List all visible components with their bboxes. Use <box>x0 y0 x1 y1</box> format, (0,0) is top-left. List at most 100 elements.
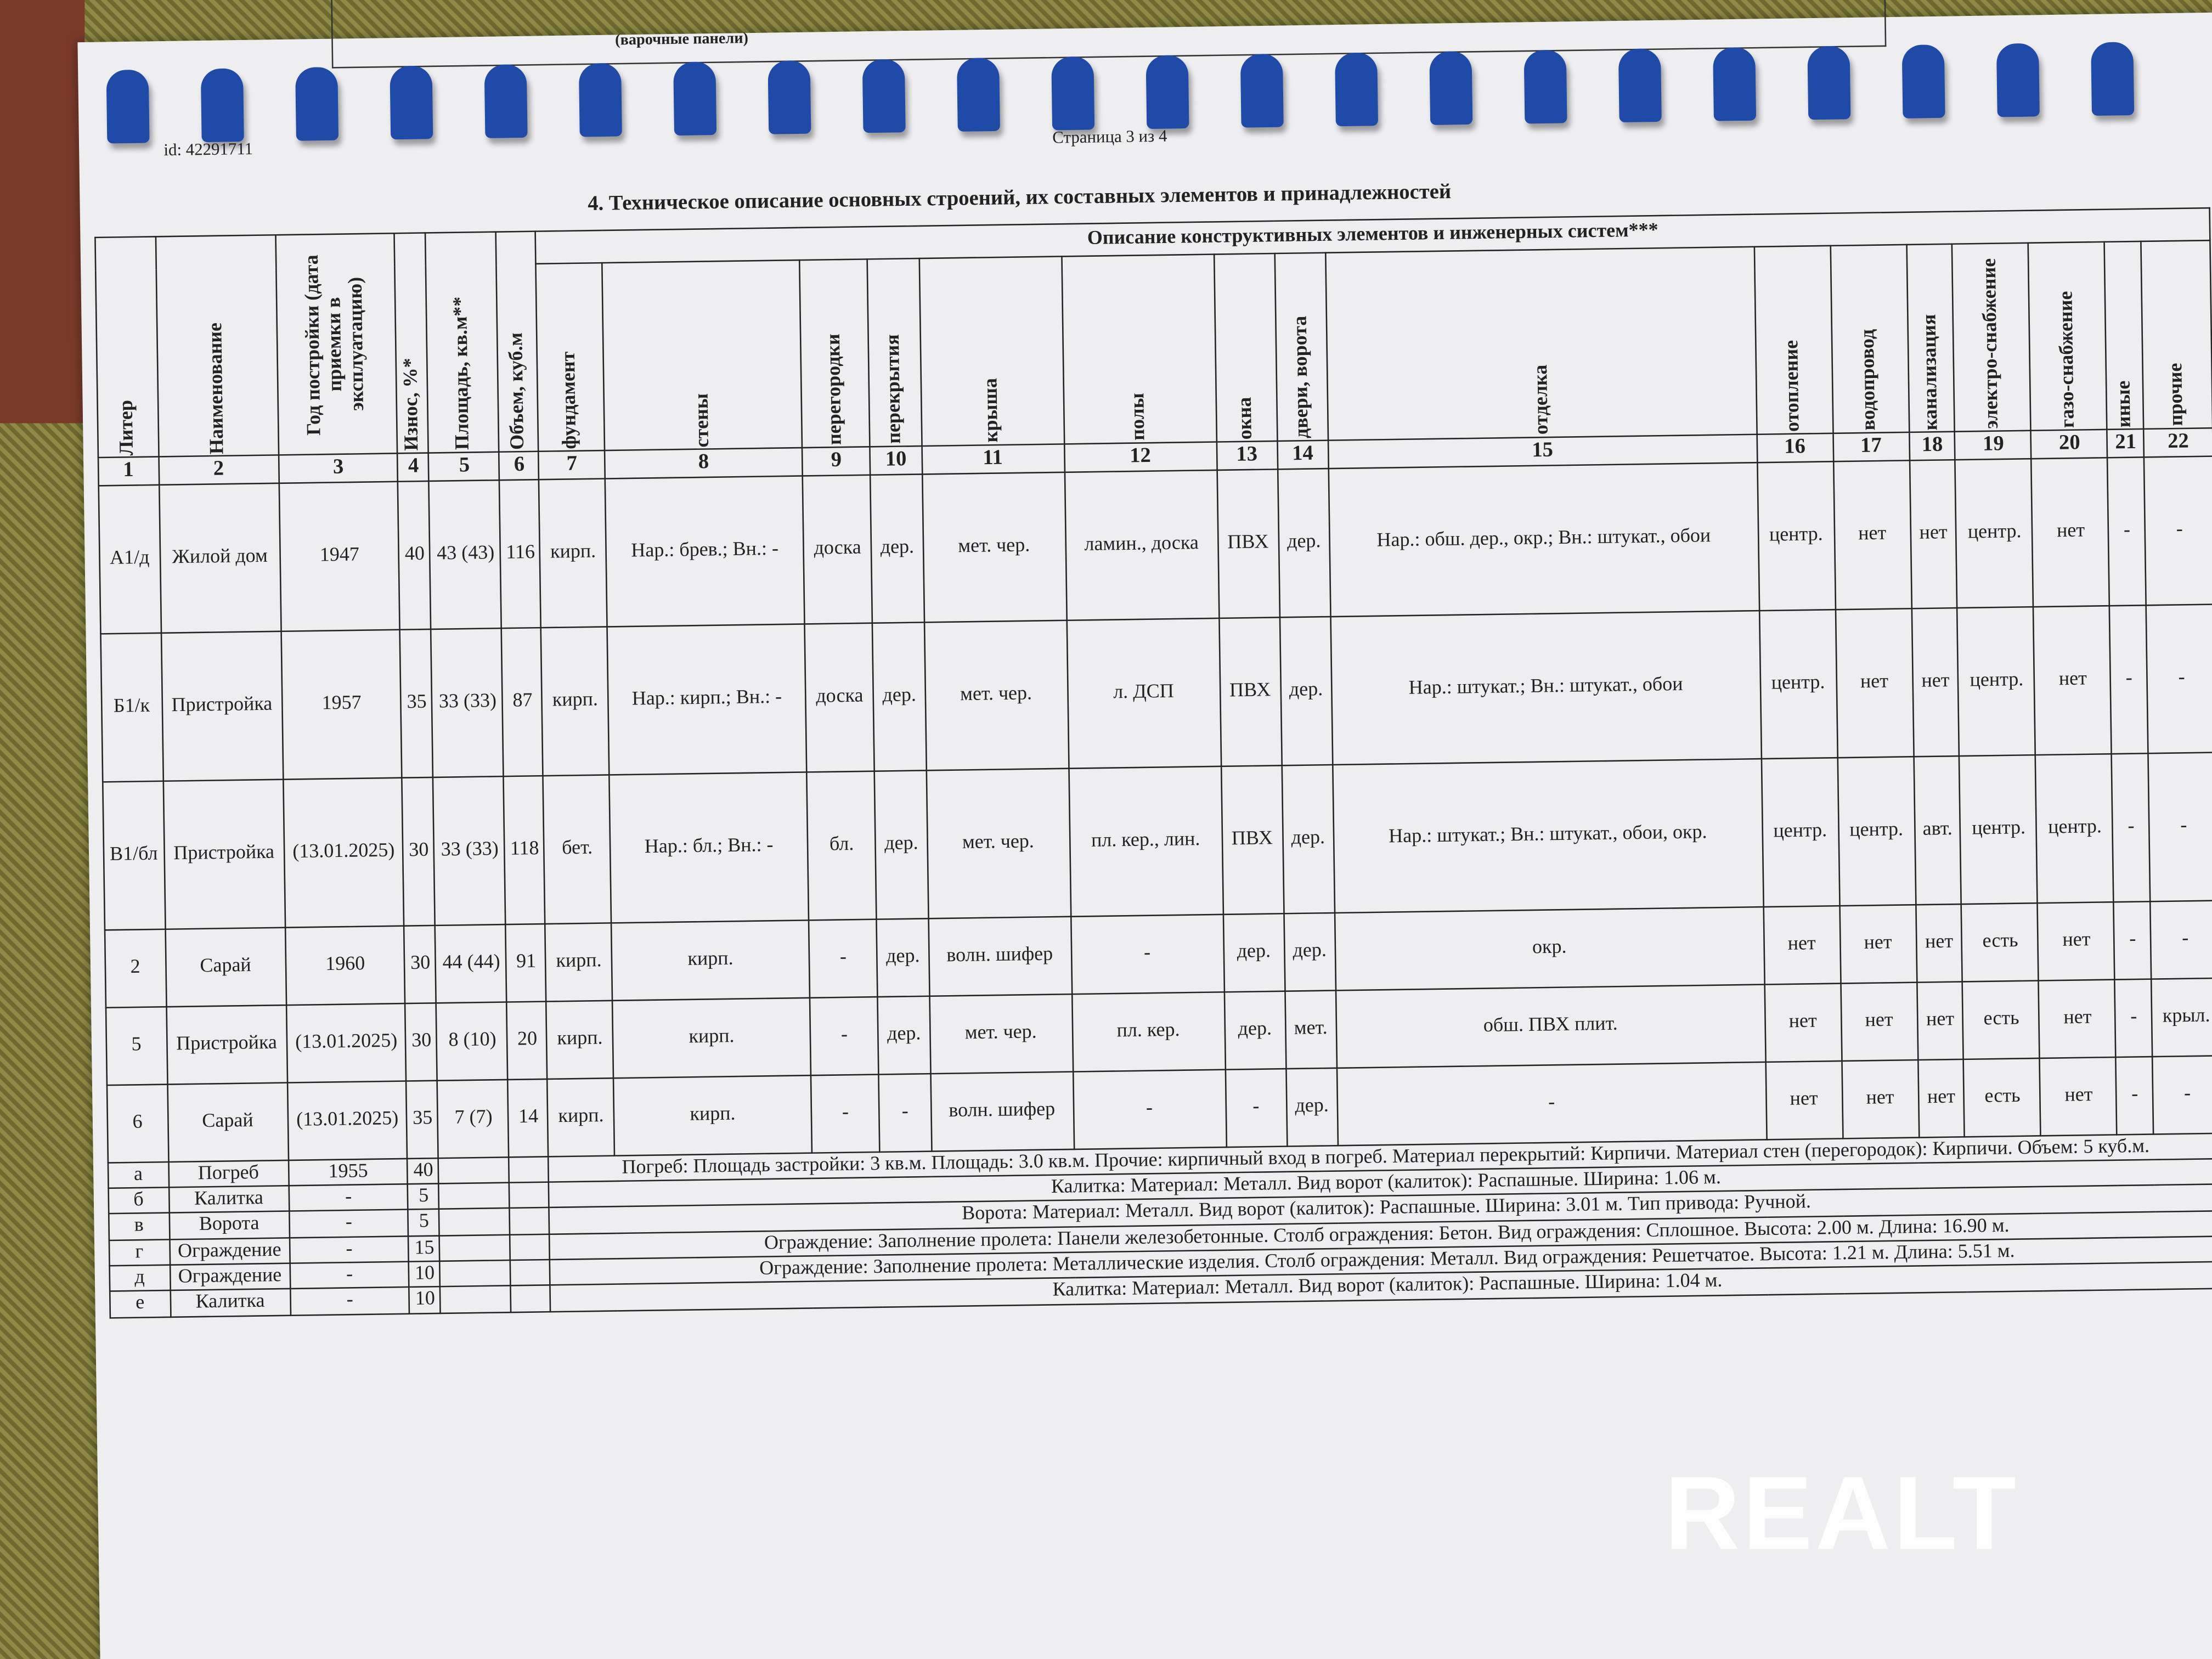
table-cell: Погреб <box>168 1159 289 1188</box>
table-cell: 91 <box>506 923 546 1002</box>
binding-ring <box>484 64 528 138</box>
table-cell: мет. чер. <box>923 619 1069 770</box>
table-cell: нет <box>2040 1056 2118 1136</box>
column-header-label: канализация <box>1919 313 1943 430</box>
table-cell: нет <box>1765 1060 1843 1139</box>
table-cell <box>511 1285 551 1312</box>
column-header: иные <box>2104 241 2144 430</box>
table-cell: Ворота <box>168 1211 290 1239</box>
table-cell: а <box>108 1161 168 1188</box>
table-cell: кирп. <box>547 1077 615 1156</box>
binding-ring <box>2091 42 2135 116</box>
table-cell: - <box>879 1073 932 1152</box>
column-number: 8 <box>605 448 803 478</box>
binding-ring <box>1051 56 1095 131</box>
table-cell: центр. <box>1759 608 1837 758</box>
column-header: фундамент <box>536 263 605 452</box>
table-cell: Пристройка <box>160 630 284 781</box>
table-cell: - <box>1336 1061 1767 1145</box>
table-cell: А1/д <box>98 484 161 634</box>
section-title: 4. Техническое описание основных строени… <box>588 181 1452 216</box>
table-cell: 43 (43) <box>429 479 502 629</box>
table-cell <box>440 1260 511 1288</box>
column-header-label: электро-снабжение <box>1979 258 2004 430</box>
table-cell: 20 <box>507 1001 548 1079</box>
table-cell: 14 <box>508 1078 549 1157</box>
table-cell <box>439 1182 510 1210</box>
column-header: полы <box>1061 254 1217 444</box>
table-cell <box>441 1286 512 1313</box>
column-header-label: перекрытия <box>883 335 906 445</box>
column-header: окна <box>1214 253 1277 442</box>
column-header: отделка <box>1325 246 1757 441</box>
table-cell: дер. <box>1224 990 1286 1069</box>
table-cell: кирп. <box>546 1000 614 1079</box>
table-cell: нет <box>1835 607 1914 757</box>
column-number: 13 <box>1216 441 1278 470</box>
table-cell <box>438 1156 510 1184</box>
table-cell: 8 (10) <box>436 1001 509 1080</box>
table-cell: 7 (7) <box>437 1079 510 1158</box>
table-cell: 6 <box>106 1084 168 1163</box>
table-cell: Нар.: штукат.; Вн.: штукат., обои <box>1330 610 1762 764</box>
column-number: 1 <box>98 456 159 486</box>
column-header-label: газо-снабжение <box>2056 291 2080 428</box>
table-cell <box>510 1233 550 1261</box>
column-number: 16 <box>1756 433 1833 462</box>
column-header: двери, ворота <box>1274 252 1328 441</box>
table-cell: центр. <box>1955 458 2034 607</box>
table-cell: есть <box>1961 902 2039 981</box>
column-header: Износ, %* <box>394 233 429 454</box>
column-header: перегородки <box>799 259 871 448</box>
table-cell: нет <box>2034 605 2112 754</box>
table-cell: нет <box>1833 460 1912 609</box>
table-cell: 30 <box>402 776 436 926</box>
table-cell: 40 <box>398 480 432 629</box>
table-cell: 30 <box>405 1002 438 1081</box>
table-cell: волн. шифер <box>928 916 1072 996</box>
table-cell: нет <box>1909 459 1958 608</box>
table-cell: нет <box>1917 1058 1965 1137</box>
column-header: Год постройки (дата приемки в эксплуатац… <box>275 233 398 455</box>
table-cell: нет <box>1763 905 1841 984</box>
table-cell: - <box>289 1183 408 1212</box>
table-cell: - <box>289 1235 409 1263</box>
table-cell: д <box>109 1265 170 1292</box>
table-cell: пл. кер. <box>1071 991 1226 1071</box>
table-cell: кирп. <box>545 922 613 1001</box>
table-cell: Жилой дом <box>159 482 281 633</box>
column-header: Площадь, кв.м** <box>426 232 500 453</box>
table-cell: л. ДСП <box>1066 617 1221 768</box>
table-cell: нет <box>1840 981 1918 1060</box>
table-cell: 1947 <box>279 481 400 631</box>
column-header: Литер <box>95 236 159 458</box>
binding-ring <box>1335 52 1379 127</box>
binding-ring <box>106 69 150 144</box>
prev-fragment-text: (варочные панели) <box>614 30 749 49</box>
table-cell: дер. <box>1279 616 1333 765</box>
table-cell: Нар.: обш. дер., окр.; Вн.: штукат., обо… <box>1328 461 1759 616</box>
table-cell: - <box>2146 603 2212 753</box>
column-header-label: Наименование <box>205 321 229 454</box>
table-cell <box>510 1207 550 1234</box>
column-number: 12 <box>1064 442 1217 472</box>
table-cell: кирп. <box>611 919 810 1000</box>
table-cell: есть <box>1963 1057 2041 1136</box>
table-cell: 87 <box>501 627 544 776</box>
table-cell: дер. <box>874 770 928 919</box>
table-cell: Б1/к <box>100 632 163 782</box>
table-cell: центр. <box>1761 757 1839 906</box>
column-number: 17 <box>1832 432 1910 461</box>
table-cell: центр. <box>1957 606 2036 755</box>
table-cell: нет <box>2032 456 2110 606</box>
table-cell: Сарай <box>165 927 286 1006</box>
page-number: Страница 3 из 4 <box>1052 126 1167 148</box>
table-cell: - <box>289 1210 409 1238</box>
column-header-label: стены <box>691 392 714 447</box>
table-cell <box>439 1234 511 1261</box>
binding-ring <box>1429 51 1473 125</box>
table-cell: ПВХ <box>1221 765 1284 914</box>
table-cell: нет <box>1841 1059 1919 1138</box>
table-cell: центр. <box>1757 460 1836 610</box>
